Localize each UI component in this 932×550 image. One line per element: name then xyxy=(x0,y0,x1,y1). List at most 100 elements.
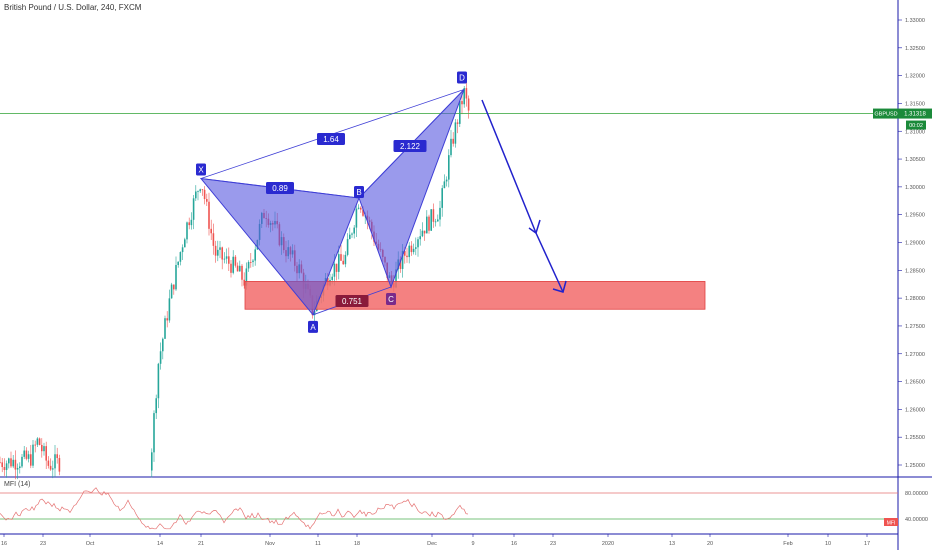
candle-body xyxy=(3,466,6,471)
candle-body xyxy=(419,236,421,240)
candle-body xyxy=(155,398,157,414)
candle-body xyxy=(434,221,437,223)
candle-body xyxy=(157,363,160,399)
candle-body xyxy=(52,468,54,470)
time-tick-label: Dec xyxy=(427,541,437,547)
candle-body xyxy=(445,179,448,182)
arrowhead-2 xyxy=(552,280,567,293)
price-tick-label: 1.32500 xyxy=(905,46,925,52)
price-axis-labels: 1.33000 1.32500 1.32000 1.31500 1.31000 1.305… xyxy=(898,18,925,469)
candle-body xyxy=(254,249,256,261)
candle-body xyxy=(197,191,199,192)
mfi-badge-label: MFI xyxy=(887,521,896,527)
candle-body xyxy=(212,233,215,246)
mfi-level-label: 40.00000 xyxy=(905,517,928,523)
ratio-badge xyxy=(317,133,345,145)
candle-body xyxy=(461,101,463,105)
candle-body xyxy=(338,254,340,272)
projection-path xyxy=(481,99,564,293)
candle-body xyxy=(25,450,28,459)
candle-body xyxy=(27,454,30,459)
candle-body xyxy=(395,269,397,288)
candle-body xyxy=(421,230,424,237)
candle-body xyxy=(467,98,470,111)
price-tick-label: 1.25500 xyxy=(905,435,925,441)
candle-body xyxy=(355,208,358,228)
candle-body xyxy=(214,245,217,256)
candle-body xyxy=(162,338,164,352)
price-tick-label: 1.27500 xyxy=(905,324,925,330)
time-tick-label: 23 xyxy=(40,541,46,547)
price-tick-label: 1.27000 xyxy=(905,352,925,358)
price-tick-label: 1.31500 xyxy=(905,101,925,107)
candle-body xyxy=(16,467,19,470)
arrowhead-1 xyxy=(528,219,541,235)
candle-body xyxy=(208,201,210,229)
candle-body xyxy=(234,256,237,266)
candle-body xyxy=(186,222,188,240)
mfi-pane: 80.00000 40.00000 xyxy=(0,487,928,530)
candle-body xyxy=(228,256,230,264)
candle-body xyxy=(19,466,21,468)
symbol-tag: GBPUSD xyxy=(874,112,897,118)
candle-body xyxy=(247,261,250,269)
time-tick-label: 17 xyxy=(864,541,870,547)
candle-body xyxy=(428,216,430,231)
time-tick-label: 16 xyxy=(511,541,517,547)
mfi-badge xyxy=(884,518,898,526)
candle-body xyxy=(43,446,45,452)
ratio-label: 0.751 xyxy=(342,297,363,306)
candle-body xyxy=(360,207,362,210)
point-badge xyxy=(308,320,318,333)
ratio-badge xyxy=(266,182,294,194)
candle-body xyxy=(49,465,52,470)
candle-body xyxy=(335,263,338,272)
candle-body xyxy=(188,222,190,226)
candle-body xyxy=(175,264,177,290)
point-badge xyxy=(386,293,396,305)
time-tick-label: 20 xyxy=(707,541,713,547)
candle-body xyxy=(58,458,61,472)
candle-body xyxy=(410,245,413,253)
time-axis-labels: 16 23 Oct 14 21 Nov 11 18 Dec 9 16 23 2020 13 20 Feb 10 1… xyxy=(1,534,870,547)
candle-body xyxy=(170,284,173,299)
candle-body xyxy=(241,265,243,280)
candle-body xyxy=(34,444,36,446)
price-tick-label: 1.28000 xyxy=(905,296,925,302)
chart-title: British Pound / U.S. Dollar, 240, FXCM xyxy=(4,3,142,12)
candle-body xyxy=(217,249,219,256)
candle-body xyxy=(32,444,34,466)
harmonic-pattern[interactable] xyxy=(199,89,465,316)
ratio-badge xyxy=(393,140,427,152)
candle-body xyxy=(417,239,419,248)
price-tick-label: 1.33000 xyxy=(905,18,925,24)
candle-body xyxy=(210,228,212,234)
candle-body xyxy=(423,230,426,234)
projection-arrow[interactable] xyxy=(481,99,567,293)
ratio-badge xyxy=(335,295,369,307)
current-price-tag: GBPUSD 1.31318 00:02 xyxy=(873,108,932,130)
price-tick-label: 1.30000 xyxy=(905,185,925,191)
candle-body xyxy=(221,247,223,260)
candle-body xyxy=(36,438,39,445)
point-badge xyxy=(196,163,206,176)
candle-body xyxy=(5,463,8,471)
price-tag: 1.31318 xyxy=(904,112,926,118)
candle-body xyxy=(184,239,186,248)
candle-body xyxy=(239,265,241,272)
candle-body xyxy=(349,234,351,240)
candle-body xyxy=(8,458,10,464)
time-tick-label: 23 xyxy=(550,541,556,547)
time-tick-label: 13 xyxy=(669,541,675,547)
price-tick-label: 1.30500 xyxy=(905,157,925,163)
point-label-b: B xyxy=(356,188,361,197)
time-tick-label: Feb xyxy=(783,541,792,547)
time-tick-label: 9 xyxy=(471,541,474,547)
candle-body xyxy=(201,189,204,191)
candle-body xyxy=(14,459,17,470)
candle-body xyxy=(173,284,175,290)
candle-body xyxy=(443,181,446,189)
point-label-d: D xyxy=(459,74,465,83)
time-tick-label: Nov xyxy=(265,541,275,547)
